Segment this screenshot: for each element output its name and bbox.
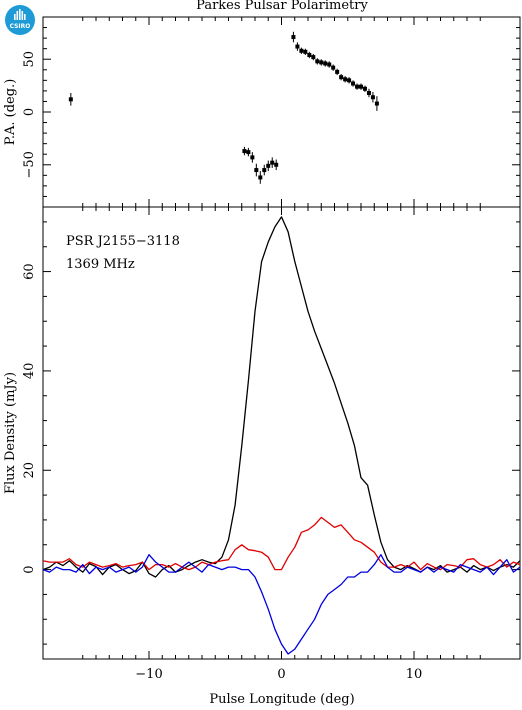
x-axis-label: Pulse Longitude (deg) <box>209 692 354 707</box>
pa-y-tick-label: −50 <box>22 151 37 178</box>
pa-point <box>242 149 247 154</box>
pa-point <box>291 35 296 40</box>
pa-point <box>68 97 73 102</box>
linear-polarization-line <box>42 516 521 571</box>
pa-point <box>343 77 348 82</box>
csiro-logo: CSIRO <box>5 5 35 35</box>
pa-point <box>258 175 263 180</box>
flux-series <box>42 216 521 655</box>
pa-point <box>327 62 332 67</box>
pa-point <box>370 95 375 100</box>
flux-y-axis-label: Flux Density (mJy) <box>3 372 18 494</box>
pa-ticks: −50 0 50 <box>22 17 520 207</box>
flux-y-tick-label: 40 <box>22 363 37 380</box>
pa-point <box>359 84 363 89</box>
pa-point <box>266 163 271 168</box>
flux-panel-frame <box>42 206 521 660</box>
pa-point <box>323 61 328 66</box>
flux-x-tick-label: 0 <box>277 667 285 682</box>
pa-data-points <box>68 31 379 184</box>
flux-y-tick-label: 0 <box>22 565 37 573</box>
pa-point <box>299 48 304 53</box>
csiro-logo-bars-icon <box>14 9 26 20</box>
pa-point <box>331 65 336 70</box>
frequency-annotation: 1369 MHz <box>66 257 135 272</box>
pa-point <box>307 53 312 57</box>
pa-point <box>246 150 251 155</box>
pa-point <box>311 55 316 60</box>
flux-x-tick-label: 10 <box>406 667 423 682</box>
pa-panel: −50 0 50 P.A. (deg.) <box>3 16 521 208</box>
pa-point <box>374 101 379 106</box>
pa-point <box>339 75 344 80</box>
pa-y-tick-label: 0 <box>22 108 37 116</box>
pa-point <box>362 86 367 91</box>
pa-point <box>270 160 275 165</box>
pa-y-axis-label: P.A. (deg.) <box>3 79 18 146</box>
pa-point <box>315 59 320 64</box>
circular-polarization-line <box>42 554 521 655</box>
flux-panel: −10 0 10 0 20 40 60 PSR J2155−3118 1369 MHz Fl… <box>3 206 521 707</box>
flux-y-tick-label: 20 <box>22 462 37 479</box>
pa-point <box>295 44 300 49</box>
pa-point <box>366 91 371 95</box>
pa-y-tick-label: 50 <box>22 51 37 68</box>
pa-point <box>347 78 352 83</box>
pa-point <box>262 168 267 173</box>
pa-point <box>351 81 356 86</box>
flux-ticks: −10 0 10 0 20 40 60 <box>22 207 520 682</box>
pa-point <box>319 60 324 65</box>
pa-point <box>335 69 340 74</box>
csiro-logo-text: CSIRO <box>10 23 31 30</box>
pa-point <box>303 49 308 54</box>
flux-x-tick-label: −10 <box>135 667 162 682</box>
flux-y-tick-label: 60 <box>22 263 37 280</box>
pa-point <box>254 168 259 173</box>
pa-point <box>274 162 279 167</box>
chart-title: Parkes Pulsar Polarimetry <box>196 0 368 13</box>
pulsar-name-annotation: PSR J2155−3118 <box>66 234 180 249</box>
pa-point <box>355 84 360 89</box>
pa-point <box>250 155 255 160</box>
pa-panel-frame <box>42 16 521 208</box>
